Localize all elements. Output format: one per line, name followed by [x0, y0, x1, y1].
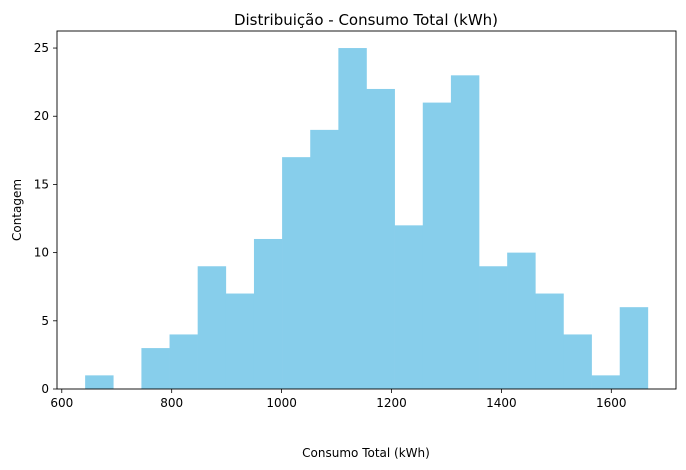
histogram-bar: [450, 75, 480, 390]
histogram-bar: [85, 375, 114, 389]
y-axis-ticks: 0 5 10 15 20 25: [34, 41, 57, 396]
histogram-bar: [197, 266, 227, 389]
histogram-bar: [310, 129, 339, 389]
histogram-bar: [394, 225, 424, 389]
x-tick-label: 1200: [376, 396, 407, 410]
bars-group: [85, 48, 649, 390]
histogram-bar: [338, 48, 367, 390]
y-tick-label: 20: [34, 109, 49, 123]
chart-title: Distribuição - Consumo Total (kWh): [234, 11, 498, 29]
x-tick-label: 1400: [486, 396, 517, 410]
y-tick-label: 10: [34, 246, 49, 260]
histogram-bar: [422, 102, 452, 389]
plot-frame: [56, 30, 677, 390]
histogram-bar: [591, 375, 621, 389]
y-tick-label: 0: [41, 382, 49, 396]
histogram-bar: [507, 252, 536, 389]
x-axis-label: Consumo Total (kWh): [302, 446, 430, 460]
y-axis-label: Contagem: [10, 179, 24, 241]
x-tick-label: 1600: [596, 396, 627, 410]
x-tick-label: 800: [160, 396, 183, 410]
y-tick-label: 15: [34, 177, 49, 191]
histogram-bar: [253, 238, 283, 389]
histogram-bar: [225, 293, 255, 389]
x-tick-label: 600: [50, 396, 73, 410]
histogram-bar: [141, 348, 170, 389]
x-tick-label: 1000: [266, 396, 297, 410]
histogram-bar: [169, 334, 198, 389]
histogram-bar: [282, 157, 311, 389]
histogram-bar: [535, 293, 564, 389]
y-tick-label: 5: [41, 314, 49, 328]
histogram-bar: [366, 88, 395, 389]
histogram-bar: [619, 307, 649, 389]
histogram-bar: [479, 266, 508, 389]
x-axis-ticks: 600 800 1000 1200 1400 1600: [50, 389, 627, 410]
y-tick-label: 25: [34, 41, 49, 55]
histogram-bar: [563, 334, 592, 389]
